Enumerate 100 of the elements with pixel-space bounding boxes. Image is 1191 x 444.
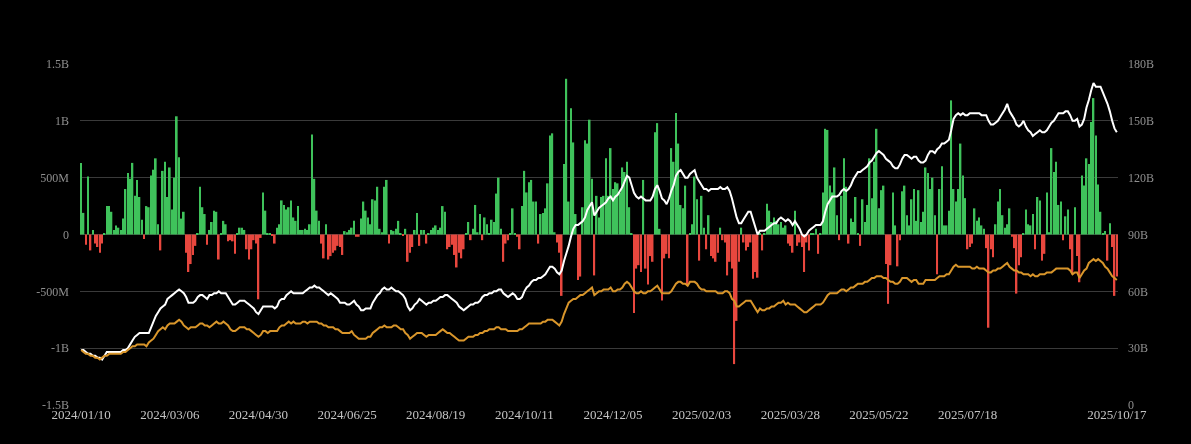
bar — [978, 217, 981, 235]
bar — [276, 227, 278, 235]
bar — [626, 161, 628, 235]
bar — [656, 123, 659, 235]
bar — [297, 206, 299, 235]
bar — [474, 204, 477, 235]
bar — [234, 234, 236, 254]
bar — [640, 234, 642, 273]
bar — [1109, 223, 1111, 235]
bar — [455, 234, 458, 268]
bar — [577, 234, 579, 280]
bar — [388, 234, 390, 244]
bar — [518, 234, 521, 250]
bar — [511, 208, 514, 235]
bar — [803, 234, 806, 273]
bar — [579, 234, 582, 277]
bar — [168, 167, 171, 235]
bar — [705, 234, 708, 250]
bar — [892, 192, 894, 235]
bar — [1074, 207, 1076, 235]
bar — [238, 227, 241, 235]
bar — [241, 227, 243, 235]
bar — [766, 203, 768, 235]
bar — [843, 158, 845, 235]
x-tick-label: 2024/12/05 — [583, 407, 643, 422]
bar — [551, 133, 554, 235]
y2-tick-label: 120B — [1128, 170, 1155, 185]
bar — [175, 116, 178, 235]
bar — [719, 227, 722, 235]
bar — [507, 234, 509, 241]
bar — [815, 228, 817, 235]
x-tick-label: 2024/03/06 — [140, 407, 200, 422]
bar — [668, 234, 670, 259]
bar — [936, 234, 939, 275]
bar — [537, 234, 540, 244]
bar — [217, 234, 220, 260]
bar — [1041, 234, 1044, 261]
line-series — [80, 81, 1118, 361]
bar — [80, 162, 82, 235]
bar — [542, 212, 544, 235]
bar — [164, 161, 166, 235]
bar — [684, 185, 687, 235]
bar — [941, 166, 943, 235]
bar — [353, 220, 355, 235]
bar — [817, 234, 820, 254]
bar — [92, 229, 94, 235]
bar — [430, 229, 432, 235]
bar — [467, 222, 470, 235]
bar — [983, 228, 985, 235]
y-tick-label: 1.5B — [45, 57, 69, 72]
bar — [1067, 209, 1069, 235]
x-tick-label: 2024/04/30 — [228, 407, 289, 422]
bar — [528, 182, 530, 235]
bar — [530, 179, 533, 235]
bar — [497, 177, 500, 235]
bar — [99, 234, 101, 253]
bar — [490, 219, 493, 235]
bar — [535, 201, 537, 235]
x-tick-label: 2024/08/19 — [406, 407, 466, 422]
bar — [808, 234, 810, 251]
y-tick-label: 1B — [54, 114, 69, 129]
bar — [549, 135, 551, 235]
bar — [913, 189, 915, 235]
bar — [423, 229, 425, 235]
bar — [747, 234, 750, 247]
bar — [404, 228, 407, 235]
bar — [343, 231, 346, 235]
bar — [647, 234, 649, 285]
y2-tick-label: 180B — [1128, 57, 1155, 72]
bar — [560, 234, 563, 296]
line-series — [80, 258, 1118, 361]
bar — [248, 234, 250, 260]
bar — [633, 234, 635, 313]
x-tick-label: 2024/10/11 — [494, 407, 554, 422]
x-tick-label: 2025/05/22 — [849, 407, 909, 422]
bar — [371, 199, 374, 235]
bar — [950, 100, 953, 235]
y2-tick-label: 90B — [1128, 227, 1149, 242]
bar — [502, 234, 505, 262]
y-tick-label: 500M — [40, 170, 70, 185]
bar — [745, 234, 747, 251]
bar — [1081, 175, 1083, 235]
bar — [880, 190, 883, 235]
bar — [416, 212, 418, 235]
bar — [1062, 234, 1064, 241]
bar — [726, 234, 729, 276]
bar — [304, 228, 306, 235]
bar — [761, 234, 764, 251]
bar — [85, 234, 87, 245]
bar — [675, 112, 677, 235]
bar — [262, 192, 264, 235]
bar — [243, 229, 246, 235]
bar — [136, 179, 138, 235]
bar — [437, 229, 439, 235]
bar — [199, 186, 201, 235]
bar — [539, 214, 542, 235]
y-tick-label: 0 — [63, 227, 69, 242]
y2-tick-label: 150B — [1128, 114, 1155, 129]
bar — [850, 218, 852, 235]
bar — [420, 229, 423, 235]
